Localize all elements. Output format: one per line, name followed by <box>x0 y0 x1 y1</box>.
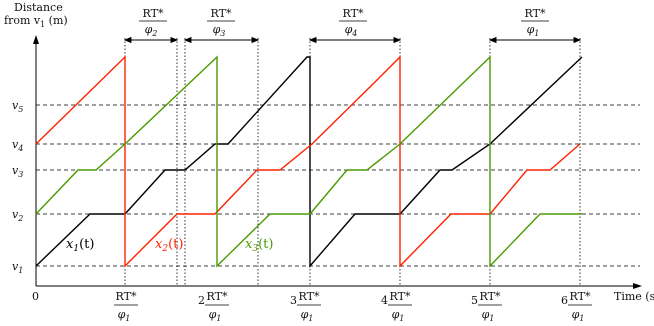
interval-arrow-3-right-head <box>393 36 402 44</box>
svg-text:5: 5 <box>471 294 478 307</box>
svg-text:RT*: RT* <box>116 290 137 303</box>
tick-label-1: RT* φ1 <box>114 290 138 323</box>
level-label-v4: v4 <box>12 138 23 153</box>
svg-text:RT*: RT* <box>299 290 320 303</box>
curve-label-x3: x3(t) <box>245 237 273 254</box>
curve-x2 <box>35 55 581 268</box>
svg-text:RT*: RT* <box>343 7 364 20</box>
level-label-v5: v5 <box>12 99 23 114</box>
interval-label-1: RT* φ2 <box>139 7 167 38</box>
interval-arrow-4-left-head <box>488 36 497 44</box>
curve-x3 <box>35 55 582 268</box>
svg-text:RT*: RT* <box>570 290 591 303</box>
interval-arrow-3-left-head <box>308 36 317 44</box>
curve-label-x1: x1(t) <box>66 237 94 254</box>
svg-text:φ1: φ1 <box>482 308 495 323</box>
y-axis-arrowhead <box>33 35 39 44</box>
tick-label-3: 3 RT* φ1 <box>290 290 321 323</box>
svg-text:φ3: φ3 <box>213 23 226 38</box>
interval-arrow-1-right-head <box>170 36 179 44</box>
svg-text:φ1: φ1 <box>118 308 131 323</box>
curve-label-x2: x2(t) <box>155 237 183 254</box>
x-axis-title: Time (s) <box>614 290 654 303</box>
svg-text:φ1: φ1 <box>209 308 222 323</box>
level-label-v2: v2 <box>12 208 23 223</box>
svg-text:φ1: φ1 <box>572 308 585 323</box>
svg-text:RT*: RT* <box>211 7 232 20</box>
interval-arrows <box>123 36 582 44</box>
svg-text:RT*: RT* <box>143 7 164 20</box>
interval-label-4: RT* φ1 <box>521 7 549 38</box>
interval-arrow-2-left-head <box>183 36 192 44</box>
curve-x1 <box>35 56 583 268</box>
tick-label-2: 2 RT* φ1 <box>198 290 229 323</box>
x-axis-arrowhead <box>633 283 642 289</box>
level-label-v3: v3 <box>12 164 23 179</box>
y-axis-title-line2: from v1 (m) <box>4 14 68 29</box>
origin-label: 0 <box>32 290 39 303</box>
svg-text:RT*: RT* <box>390 290 411 303</box>
svg-text:6: 6 <box>561 294 568 307</box>
svg-text:φ1: φ1 <box>392 308 405 323</box>
svg-text:φ1: φ1 <box>301 308 314 323</box>
svg-text:4: 4 <box>381 294 388 307</box>
interval-label-2: RT* φ3 <box>207 7 235 38</box>
svg-text:φ4: φ4 <box>345 23 358 38</box>
svg-text:2: 2 <box>198 294 205 307</box>
interval-label-3: RT* φ4 <box>339 7 367 38</box>
interval-arrow-2-right-head <box>251 36 260 44</box>
interval-arrow-4-right-head <box>573 36 582 44</box>
y-axis-title-line1: Distance <box>14 1 63 14</box>
tick-label-5: 5 RT* φ1 <box>471 290 502 323</box>
svg-text:RT*: RT* <box>207 290 228 303</box>
level-label-v1: v1 <box>12 260 23 275</box>
tick-label-4: 4 RT* φ1 <box>381 290 412 323</box>
level-gridlines <box>36 104 640 267</box>
svg-text:RT*: RT* <box>525 7 546 20</box>
svg-text:3: 3 <box>290 294 297 307</box>
tick-label-6: 6 RT* φ1 <box>561 290 592 323</box>
svg-text:φ1: φ1 <box>527 23 540 38</box>
svg-text:φ2: φ2 <box>145 23 158 38</box>
svg-text:RT*: RT* <box>480 290 501 303</box>
interval-arrow-1-left-head <box>123 36 132 44</box>
